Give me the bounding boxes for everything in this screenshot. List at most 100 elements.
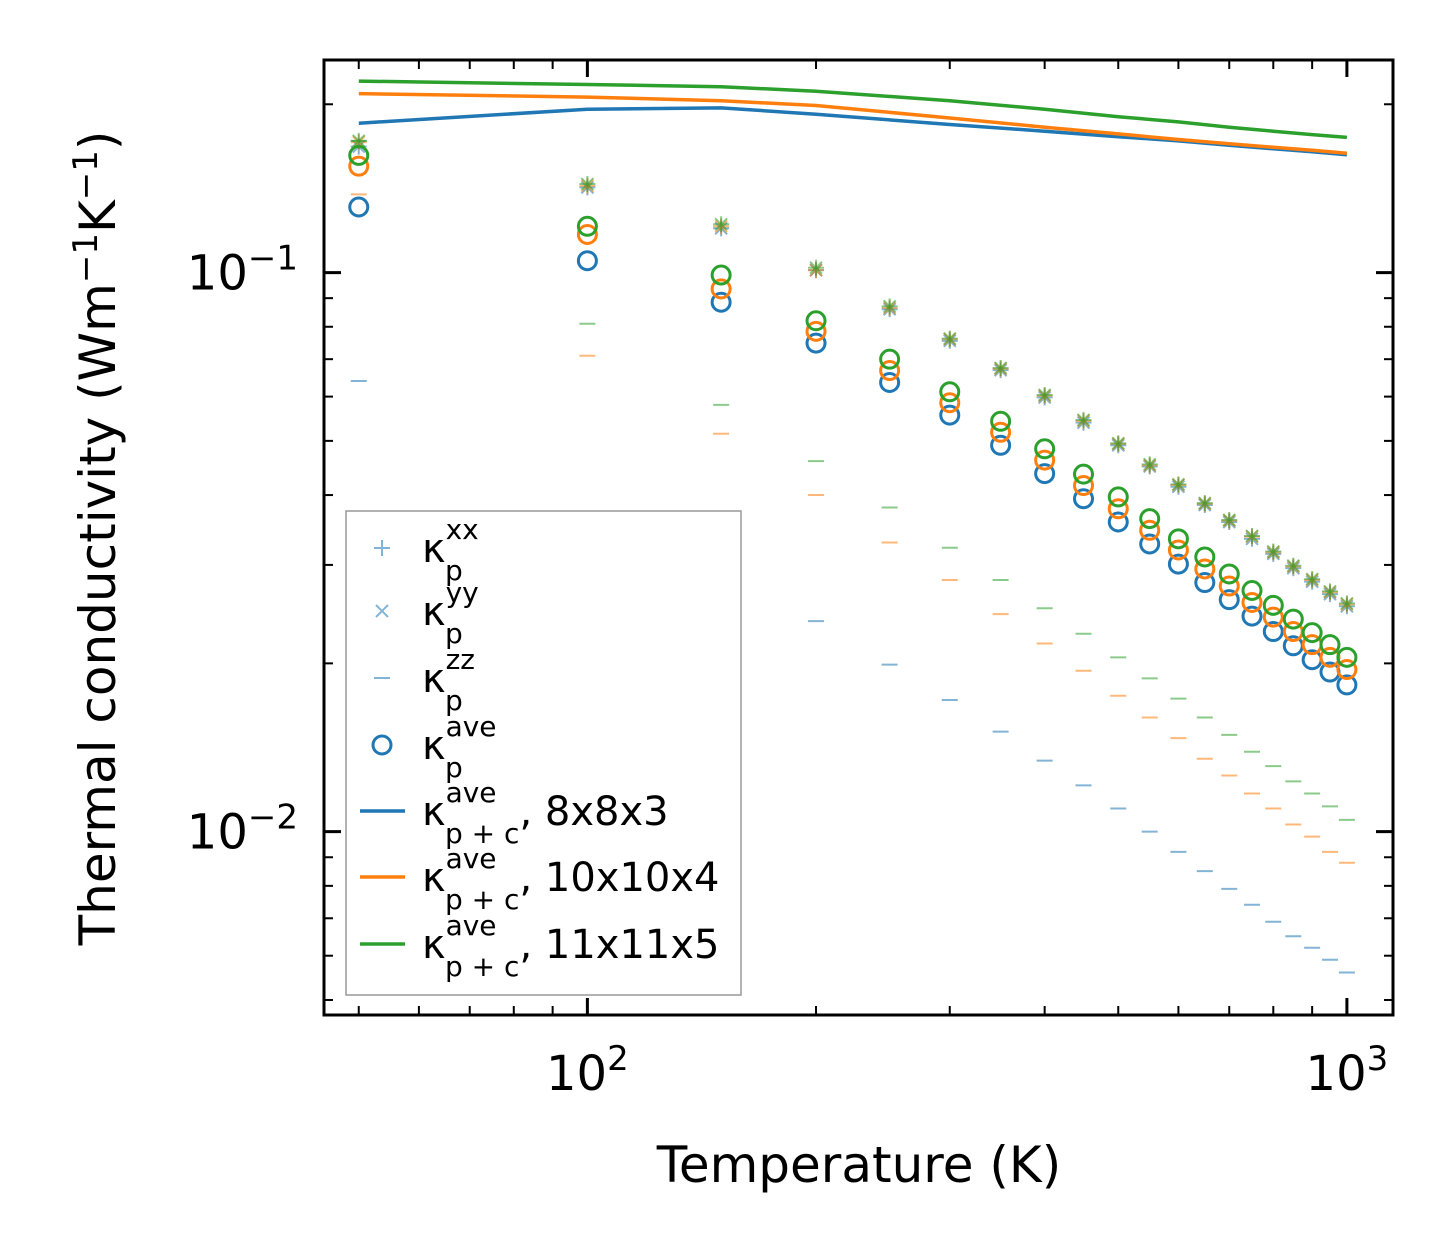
legend-label: κyy p [422,576,479,650]
data-point-ave [1218,575,1240,597]
legend-label: κave p + c, 11x11x5 [422,909,719,983]
x-marker-b [943,331,957,346]
legend-symbol: κ [422,656,446,702]
data-point-ave [939,404,961,426]
x-marker-b [1142,457,1157,472]
data-point-ave [576,250,598,272]
data-point-ave [576,215,598,237]
legend-sup: xx [446,513,479,546]
data-point-yy [809,261,823,275]
legend-entry: κxx p [374,513,479,587]
data-point-ave [1194,572,1216,594]
series-line [358,106,1348,157]
data-point-ave [1282,608,1304,630]
data-point-yy [1037,388,1052,402]
x-tick-label-base: 10 [1306,1046,1367,1102]
x-marker-b [1323,584,1337,599]
legend-sup: ave [446,710,497,743]
data-point-ave [1073,488,1095,510]
legend-sup: zz [446,643,475,676]
legend-sup: ave [446,842,497,875]
legend-entry: κyy p [375,576,479,650]
x-tick-label-exp: 2 [607,1039,629,1079]
data-point-ave [576,223,598,245]
legend-suffix: , 8x8x3 [519,789,668,835]
y-tick-label: 10−2 [187,798,298,861]
data-point-ave [1241,591,1263,613]
data-point-ave [939,381,961,403]
axes-frame [322,58,1395,1017]
data-point-ave [710,278,732,300]
x-marker-b [1037,388,1052,402]
major-ticks [324,60,1393,1015]
y-axis-label-exp1: −1 [66,233,106,283]
legend-symbol: κ [422,789,446,835]
legend-box [345,510,742,996]
data-point-ave [1218,563,1240,585]
series-zz [350,193,1355,864]
x-marker-b [809,261,823,275]
data-point-yy [1171,477,1186,492]
legend-entry: κave p + c, 8x8x3 [360,776,669,850]
data-point-ave [348,196,370,218]
data-point-ave [879,360,901,382]
y-axis-label-exp2: −1 [66,150,106,200]
legend-marker [374,540,390,556]
data-point-ave [1034,449,1056,471]
legend-sup: ave [446,776,497,809]
data-point-ave [939,392,961,414]
y-tick-label-base: 10 [187,246,248,302]
legend-sup: yy [446,576,479,609]
data-point-ave [1107,511,1129,533]
data-point-yy [1323,584,1337,599]
data-point-ave [879,348,901,370]
data-point-ave [1167,539,1189,561]
legend-marker [371,734,393,756]
x-marker-b [1340,596,1354,611]
x-marker-b [1266,544,1281,559]
series-yy [352,134,1354,611]
data-point-ave [805,332,827,354]
data-point-ave [990,421,1012,443]
data-point-yy [1305,572,1319,586]
series-line [358,91,1348,155]
x-marker-b [1286,559,1300,573]
data-point-ave [1194,546,1216,568]
data-point-ave [1301,622,1323,644]
legend-label: κave p [422,710,497,784]
x-marker-b [993,361,1008,375]
x-tick-label: 103 [1306,1039,1389,1102]
x-marker-b [1076,413,1091,427]
data-point-yy [1198,496,1212,510]
legend-label: κxx p [422,513,479,587]
data-point-ave [1139,519,1161,541]
legend-entry: κzz p [374,643,475,717]
legend-symbol: κ [422,723,446,769]
data-point-ave [1139,508,1161,530]
x-marker-b [882,299,897,314]
data-point-ave [1262,606,1284,628]
data-point-ave [1336,659,1358,681]
x-tick-label-base: 10 [546,1046,607,1102]
plot-area [348,79,1358,974]
data-point-yy [1111,436,1125,451]
legend-sub: p + c [445,883,519,916]
legend-sub: p + c [445,950,519,983]
legend-symbol: κ [422,855,446,901]
x-marker-b [1245,529,1259,543]
legend-marker [375,604,389,618]
data-point-ave [990,410,1012,432]
legend-sub: p [445,554,463,587]
data-point-yy [1245,529,1259,543]
data-point-yy [580,177,595,191]
legend-sup: ave [446,909,497,942]
x-marker-b [580,177,595,191]
data-point-ave [710,291,732,313]
data-point-ave [1167,553,1189,575]
y-tick-label-exp: −2 [248,798,298,838]
y-tick-label: 10−1 [187,239,298,302]
data-point-yy [993,361,1008,375]
